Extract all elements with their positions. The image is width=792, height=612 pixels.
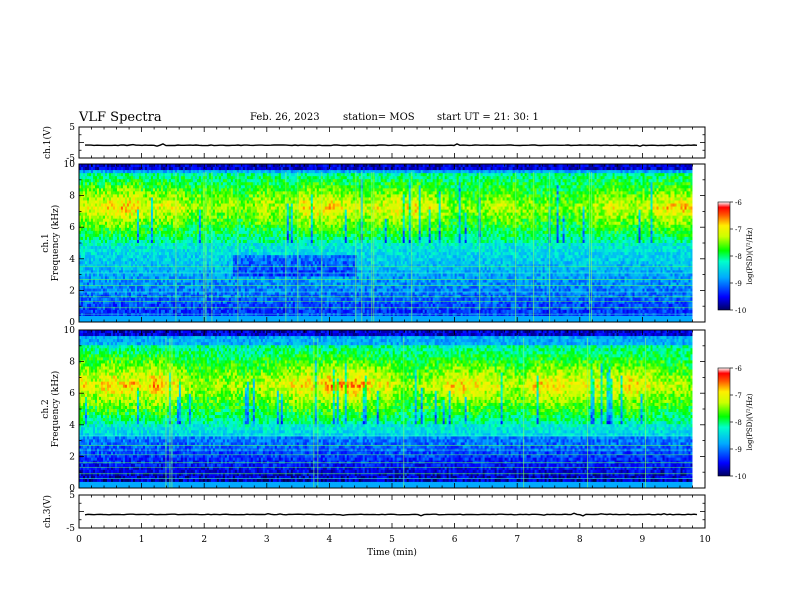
ch1-wave-ylabel: ch.1(V) (42, 126, 53, 159)
colorbar-tick-label: -10 (735, 473, 746, 481)
colorbar-label: log(PSD)(V²/Hz) (746, 393, 754, 450)
x-axis-label: Time (min) (367, 547, 417, 558)
x-tick-label: 9 (640, 535, 646, 545)
x-tick-label: 1 (139, 535, 145, 545)
x-tick-label: 7 (514, 535, 520, 545)
figure-title: VLF Spectra (79, 110, 162, 125)
colorbar-tick-label: -10 (735, 307, 746, 315)
x-tick-label: 10 (699, 535, 711, 545)
y-tick-label: 10 (64, 160, 76, 170)
colorbar-label: log(PSD)(V²/Hz) (746, 227, 754, 284)
ch1-waveform-trace (85, 144, 697, 146)
colorbar-2 (718, 368, 730, 476)
ch2-spectrogram (79, 330, 705, 488)
y-tick-label: 8 (69, 192, 75, 202)
colorbar-tick-label: -6 (735, 199, 742, 207)
x-tick-label: 8 (577, 535, 583, 545)
y-tick-label: 5 (69, 491, 75, 501)
ch3-waveform-trace (85, 513, 697, 516)
colorbar-tick-label: -6 (735, 365, 742, 373)
ch2-spec-ylabel: ch.2 (41, 399, 51, 418)
y-tick-label: 10 (64, 326, 76, 336)
x-tick-label: 3 (264, 535, 270, 545)
x-tick-label: 4 (327, 535, 333, 545)
ch1-spectrogram (79, 164, 705, 322)
x-tick-label: 2 (201, 535, 207, 545)
ch2-spec-ylabel-freq: Frequency (kHz) (50, 371, 61, 448)
y-tick-label: 2 (69, 452, 75, 462)
ch1-spec-ylabel: ch.1 (41, 233, 51, 252)
x-tick-label: 6 (452, 535, 458, 545)
y-tick-label: 4 (69, 255, 75, 265)
colorbar-1 (718, 202, 730, 310)
ch1-spec-ylabel-freq: Frequency (kHz) (50, 205, 61, 282)
header-start-time: start UT = 21: 30: 1 (437, 112, 539, 123)
y-tick-label: 2 (69, 286, 75, 296)
colorbar-tick-label: -8 (735, 253, 742, 261)
y-tick-label: 4 (69, 421, 75, 431)
y-tick-label: 6 (69, 223, 75, 233)
y-tick-label: -5 (66, 524, 75, 534)
y-tick-label: 8 (69, 358, 75, 368)
colorbar-tick-label: -7 (735, 392, 742, 400)
colorbars: -6 -7 -8 -9 -10 log(PSD)(V²/Hz) -6 -7 -8 -9 -10 log… (718, 199, 754, 481)
y-tick-label: 5 (69, 123, 75, 133)
colorbar-tick-label: -7 (735, 226, 742, 234)
y-tick-label: 6 (69, 389, 75, 399)
header-station: station= MOS (343, 112, 415, 123)
colorbar-tick-label: -9 (735, 446, 742, 454)
colorbar-tick-label: -8 (735, 419, 742, 427)
x-tick-label: 5 (389, 535, 395, 545)
x-tick-label: 0 (76, 535, 82, 545)
header-date: Feb. 26, 2023 (250, 112, 320, 123)
colorbar-tick-label: -9 (735, 280, 742, 288)
ch3-wave-ylabel: ch.3(V) (42, 495, 53, 528)
